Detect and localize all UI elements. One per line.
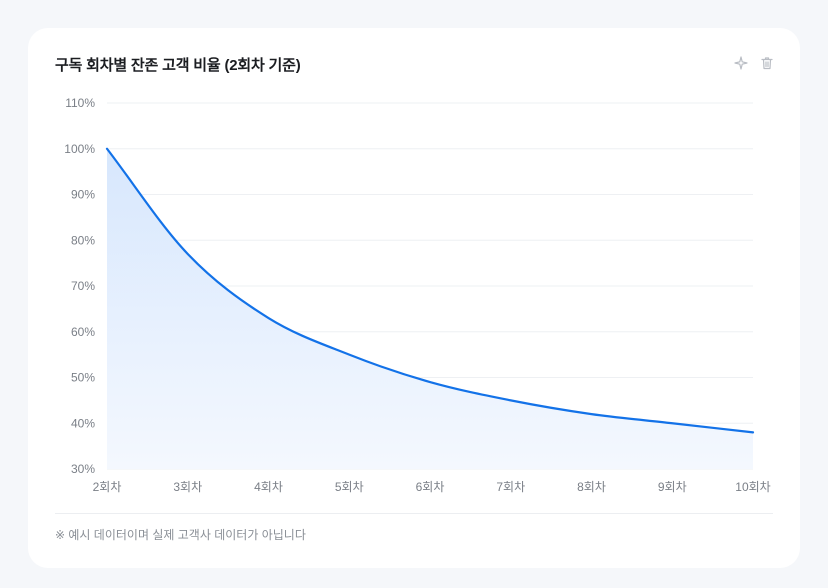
y-tick-label: 50%: [71, 371, 95, 385]
y-tick-label: 60%: [71, 325, 95, 339]
x-tick-label: 6회차: [416, 480, 445, 494]
x-tick-label: 7회차: [496, 480, 525, 494]
x-axis: 2회차 3회차 4회차 5회차 6회차 7회차 8회차 9회차 10회차: [93, 480, 771, 494]
x-tick-label: 3회차: [173, 480, 202, 494]
footnote: ※ 예시 데이터이며 실제 고객사 데이터가 아닙니다: [55, 528, 306, 542]
x-tick-label: 4회차: [254, 480, 283, 494]
trash-icon[interactable]: [760, 56, 774, 70]
x-tick-label: 8회차: [577, 480, 606, 494]
y-tick-label: 40%: [71, 416, 95, 430]
y-tick-label: 70%: [71, 279, 95, 293]
retention-chart: 30% 40% 50% 60% 70% 80% 90% 100% 110% 2회차 3회차 4회차 5…: [64, 96, 771, 494]
sparkle-icon[interactable]: [734, 56, 748, 70]
x-tick-label: 9회차: [658, 480, 687, 494]
y-tick-label: 30%: [71, 462, 95, 476]
footer-divider: [55, 513, 773, 514]
x-tick-label: 5회차: [335, 480, 364, 494]
card-actions: [734, 56, 774, 70]
y-tick-label: 110%: [65, 96, 95, 110]
y-tick-label: 90%: [71, 188, 95, 202]
y-tick-label: 100%: [64, 142, 95, 156]
series-area: [107, 148, 753, 469]
chart-title: 구독 회차별 잔존 고객 비율 (2회차 기준): [55, 57, 301, 74]
y-tick-label: 80%: [71, 233, 95, 247]
x-tick-label: 10회차: [735, 480, 770, 494]
chart-card: 구독 회차별 잔존 고객 비율 (2회차 기준) 30% 40% 50% 60% 70%…: [28, 28, 800, 568]
data-points: [106, 148, 754, 433]
series-line: [105, 147, 755, 434]
x-tick-label: 2회차: [93, 480, 122, 494]
y-axis: 30% 40% 50% 60% 70% 80% 90% 100% 110%: [64, 96, 95, 476]
